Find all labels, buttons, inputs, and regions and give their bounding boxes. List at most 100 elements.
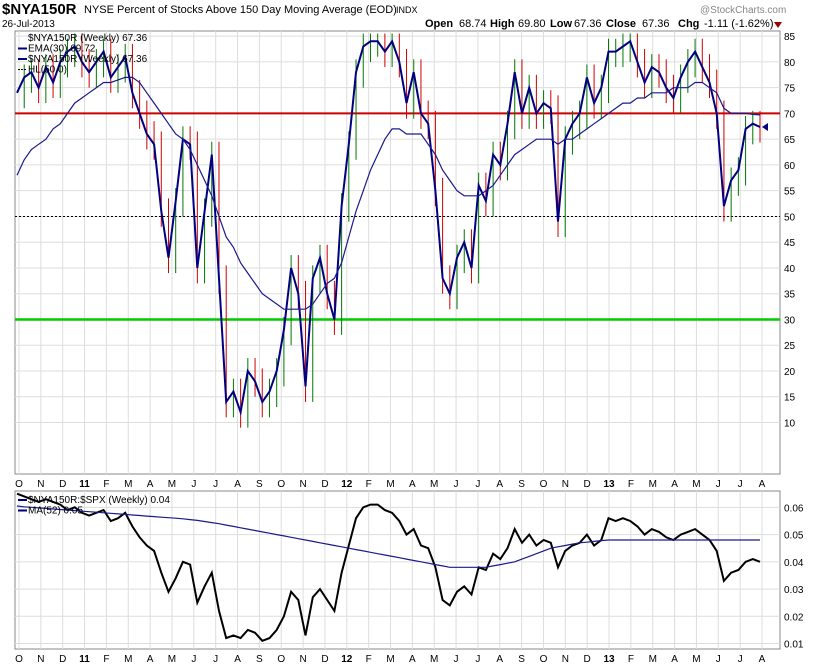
x-tick-label: O xyxy=(277,654,285,665)
legend-entry: $NYA150R (Weekly) 67.36 xyxy=(28,33,148,44)
x-tick-label: O xyxy=(277,479,285,490)
x-tick-label: A xyxy=(147,479,154,490)
y-tick-label: 35 xyxy=(784,290,796,301)
x-tick-label: A xyxy=(496,654,503,665)
x-tick-label: J xyxy=(475,479,480,490)
x-tick-label: 13 xyxy=(603,654,615,665)
x-tick-label: 11 xyxy=(79,654,90,665)
y-tick-label: 0.02 xyxy=(784,612,804,623)
x-tick-label: M xyxy=(124,479,132,490)
x-tick-label: D xyxy=(321,479,328,490)
x-tick-label: J xyxy=(738,479,743,490)
x-tick-label: J xyxy=(475,654,480,665)
y-tick-label: 0.01 xyxy=(784,640,804,651)
down-arrow-icon xyxy=(774,22,782,28)
x-tick-label: N xyxy=(299,654,306,665)
x-tick-label: O xyxy=(15,479,23,490)
x-tick-label: D xyxy=(59,479,66,490)
x-tick-label: A xyxy=(759,654,766,665)
x-tick-label: M xyxy=(124,654,132,665)
x-tick-label: F xyxy=(103,654,109,665)
x-tick-label: S xyxy=(256,479,263,490)
x-tick-label: 12 xyxy=(341,479,353,490)
y-tick-label: 30 xyxy=(784,315,796,326)
x-tick-label: J xyxy=(213,479,218,490)
last-value-marker xyxy=(762,123,768,132)
x-tick-label: D xyxy=(584,479,591,490)
legend-entry: MA(52) 0.05 xyxy=(28,506,83,517)
x-tick-label: J xyxy=(716,654,721,665)
x-tick-label: O xyxy=(540,479,548,490)
chart-date: 26-Jul-2013 xyxy=(2,19,55,30)
main-y-axis-ticks: 10 15 20 25 30 35 40 45 50 55 60 65 70 75 80 85 xyxy=(784,32,796,429)
y-tick-label: 60 xyxy=(784,161,796,172)
x-tick-label: 11 xyxy=(79,479,90,490)
legend-entry: HL(50.0) xyxy=(28,65,67,76)
legend-entry: $NYA150R (Weekly) 67.36 xyxy=(28,54,148,65)
x-tick-label: F xyxy=(103,479,109,490)
y-tick-label: 10 xyxy=(784,418,796,429)
y-tick-label: 15 xyxy=(784,393,796,404)
x-tick-label: A xyxy=(409,654,416,665)
y-tick-label: 0.06 xyxy=(784,503,804,514)
open-value: 68.74 xyxy=(459,18,487,30)
y-tick-label: 85 xyxy=(784,32,796,43)
y-tick-label: 25 xyxy=(784,341,796,352)
x-tick-label: A xyxy=(234,479,241,490)
legend-entry: $NYA150R:$SPX (Weekly) 0.04 xyxy=(28,495,170,506)
x-tick-label: A xyxy=(496,479,503,490)
ratio-x-axis-labels: O N D 11 F M A M J J A S O N D 12 F M A M J J A S O N D 13 F M A M J J A xyxy=(15,654,766,665)
ratio-gridlines xyxy=(15,491,780,649)
x-tick-label: J xyxy=(454,479,459,490)
x-tick-label: S xyxy=(256,654,263,665)
x-tick-label: A xyxy=(409,479,416,490)
legend-entry: EMA(30) 69.72 xyxy=(28,44,96,55)
open-label: Open xyxy=(425,18,453,30)
x-tick-label: M xyxy=(692,479,700,490)
y-tick-label: 20 xyxy=(784,367,796,378)
chart-description: NYSE Percent of Stocks Above 150 Day Mov… xyxy=(84,4,397,16)
x-tick-label: S xyxy=(518,479,525,490)
x-tick-label: J xyxy=(716,479,721,490)
x-tick-label: M xyxy=(168,654,176,665)
y-tick-label: 50 xyxy=(784,212,796,223)
main-series-lines xyxy=(16,39,768,417)
y-tick-label: 0.03 xyxy=(784,585,804,596)
x-tick-label: O xyxy=(15,654,23,665)
high-value: 69.80 xyxy=(518,18,546,30)
ratio-line xyxy=(16,492,761,642)
x-tick-label: S xyxy=(518,654,525,665)
x-tick-label: N xyxy=(299,479,306,490)
ema-30-line xyxy=(16,76,761,310)
x-tick-label: 12 xyxy=(341,654,353,665)
close-value: 67.36 xyxy=(642,18,670,30)
reference-lines xyxy=(15,112,780,321)
y-tick-label: 45 xyxy=(784,238,796,249)
x-tick-label: A xyxy=(147,654,154,665)
price-bars xyxy=(23,33,761,428)
main-panel-frame xyxy=(14,30,781,475)
y-tick-label: 75 xyxy=(784,84,796,95)
x-tick-label: F xyxy=(628,479,634,490)
x-tick-label: M xyxy=(430,479,438,490)
x-tick-label: M xyxy=(649,654,657,665)
chg-label: Chg xyxy=(678,18,699,30)
x-tick-label: J xyxy=(191,654,196,665)
x-tick-label: A xyxy=(671,654,678,665)
x-tick-label: J xyxy=(454,654,459,665)
x-tick-label: A xyxy=(671,479,678,490)
low-label: Low xyxy=(550,18,572,30)
x-tick-label: D xyxy=(321,654,328,665)
low-value: 67.36 xyxy=(574,18,602,30)
close-label: Close xyxy=(606,18,636,30)
x-tick-label: J xyxy=(738,654,743,665)
chg-value: -1.11 (-1.62%) xyxy=(704,18,774,30)
x-tick-label: F xyxy=(628,654,634,665)
ratio-series-lines xyxy=(16,492,761,642)
y-tick-label: 70 xyxy=(784,109,796,120)
y-tick-label: 55 xyxy=(784,187,796,198)
y-tick-label: 0.05 xyxy=(784,531,804,542)
y-tick-label: 65 xyxy=(784,135,796,146)
